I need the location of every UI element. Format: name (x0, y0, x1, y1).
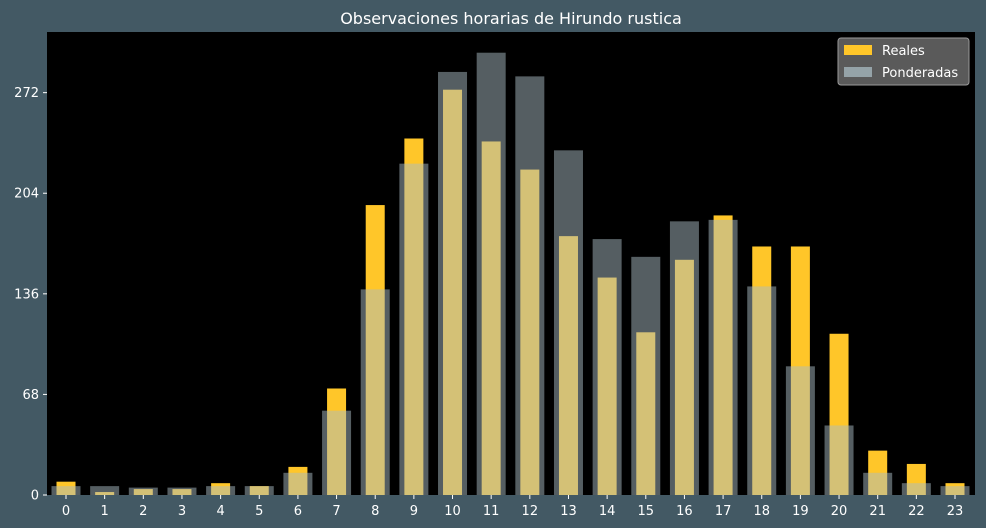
x-tick-label: 22 (908, 504, 925, 519)
x-tick-label: 4 (216, 504, 224, 519)
bar-ponderadas (476, 52, 506, 496)
bar-ponderadas (128, 487, 158, 495)
x-tick-label: 7 (332, 504, 340, 519)
bar-ponderadas (399, 163, 429, 495)
x-tick-label: 23 (947, 504, 964, 519)
legend-label-ponderadas: Ponderadas (882, 66, 958, 81)
bar-ponderadas (90, 486, 120, 495)
plot-area (47, 32, 975, 495)
y-tick-label: 0 (31, 489, 39, 504)
x-tick-label: 19 (792, 504, 809, 519)
bar-ponderadas (283, 472, 313, 495)
bar-ponderadas (360, 289, 390, 495)
x-tick-label: 17 (715, 504, 732, 519)
bar-ponderadas (940, 486, 970, 495)
x-axis: 0 1 2 3 4 5 6 7 8 9 10 11 12 13 14 15 16 17 18 19 20 21 22 23 (62, 495, 963, 519)
bar-ponderadas (592, 239, 622, 495)
bar-ponderadas (206, 486, 236, 495)
bar-ponderadas (244, 486, 274, 495)
x-tick-label: 20 (831, 504, 848, 519)
bar-ponderadas (553, 150, 583, 495)
x-tick-label: 6 (294, 504, 302, 519)
y-tick-label: 68 (22, 388, 39, 403)
bar-ponderadas (747, 286, 777, 495)
x-tick-label: 15 (638, 504, 655, 519)
x-tick-label: 10 (444, 504, 461, 519)
x-tick-label: 11 (483, 504, 500, 519)
x-tick-label: 16 (676, 504, 693, 519)
x-tick-label: 1 (101, 504, 109, 519)
bar-ponderadas (824, 425, 854, 495)
bar-ponderadas (167, 487, 197, 495)
bar-ponderadas (51, 486, 81, 495)
y-tick-label: 272 (14, 86, 39, 101)
bar-ponderadas (785, 366, 815, 495)
legend-label-reales: Reales (882, 44, 925, 59)
bar-ponderadas (708, 219, 738, 496)
x-tick-label: 12 (522, 504, 539, 519)
y-axis: 0 68 136 204 272 (14, 86, 47, 504)
chart-title: Observaciones horarias de Hirundo rustic… (340, 9, 682, 28)
bar-ponderadas (901, 483, 931, 495)
x-tick-label: 8 (371, 504, 379, 519)
y-tick-label: 136 (14, 287, 39, 302)
series-ponderadas (51, 52, 970, 496)
x-tick-label: 5 (255, 504, 263, 519)
x-tick-label: 3 (178, 504, 186, 519)
bar-ponderadas (863, 472, 893, 495)
legend-swatch-ponderadas (844, 67, 872, 77)
x-tick-label: 9 (410, 504, 418, 519)
bar-ponderadas (631, 256, 661, 495)
bar-ponderadas (669, 221, 699, 495)
legend-swatch-reales (844, 45, 872, 55)
legend: Reales Ponderadas (837, 37, 970, 86)
y-tick-label: 204 (14, 187, 39, 202)
x-tick-label: 21 (869, 504, 886, 519)
bar-ponderadas (515, 76, 545, 495)
bar-ponderadas (322, 410, 352, 495)
x-tick-label: 14 (599, 504, 616, 519)
x-tick-label: 18 (753, 504, 770, 519)
x-tick-label: 2 (139, 504, 147, 519)
bar-ponderadas (438, 71, 468, 495)
x-tick-label: 13 (560, 504, 577, 519)
x-tick-label: 0 (62, 504, 70, 519)
